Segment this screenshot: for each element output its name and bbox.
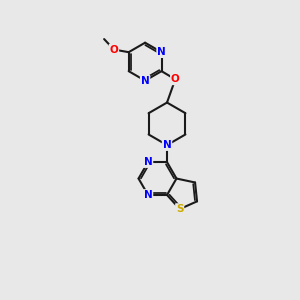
Text: N: N — [163, 140, 171, 150]
Text: O: O — [171, 74, 180, 84]
Text: N: N — [157, 47, 166, 57]
Text: N: N — [144, 190, 152, 200]
Text: O: O — [110, 45, 118, 55]
Text: N: N — [144, 157, 152, 167]
Text: S: S — [176, 204, 184, 214]
Text: N: N — [141, 76, 149, 85]
